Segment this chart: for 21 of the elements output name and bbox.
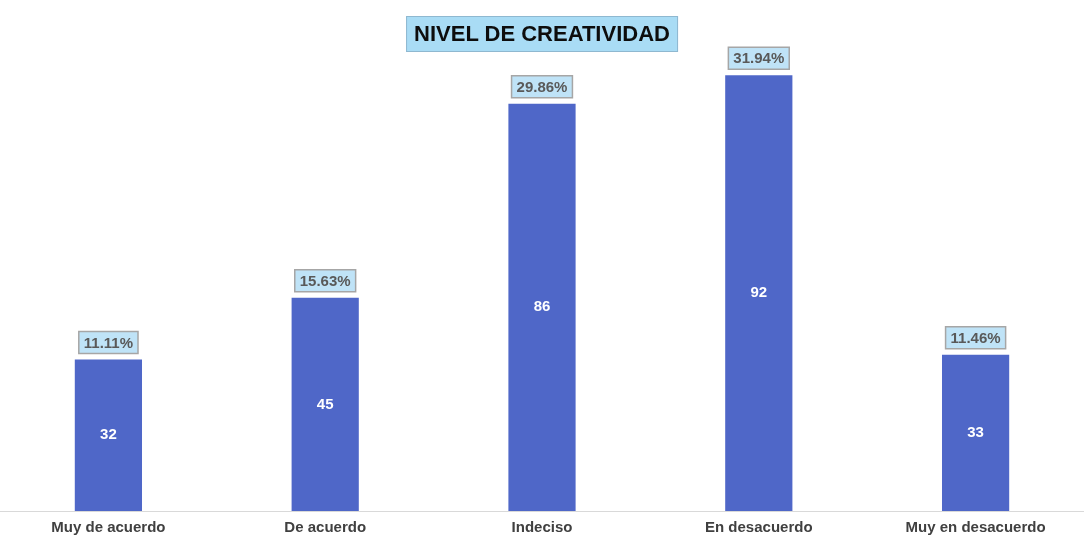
bar [291, 297, 359, 511]
annotation: 31.94% [733, 49, 785, 67]
x-tick-label: En desacuerdo [705, 518, 813, 536]
data-label: 45 [316, 394, 334, 412]
data-label: 92 [750, 283, 768, 301]
annotation: 11.11% [83, 333, 134, 351]
data-label: 33 [967, 422, 984, 440]
bar [74, 359, 142, 511]
x-tick-label: Indeciso [511, 518, 573, 536]
bar [942, 354, 1010, 511]
annotation: 29.86% [516, 77, 568, 95]
data-label: 32 [100, 425, 117, 443]
x-tick-label: Muy en desacuerdo [905, 518, 1046, 536]
bar [508, 103, 576, 511]
x-tick-label: De acuerdo [284, 518, 367, 536]
data-label: 86 [533, 297, 551, 315]
bar [725, 75, 793, 511]
annotation: 11.46% [950, 328, 1001, 346]
x-tick-label: Muy de acuerdo [51, 518, 166, 536]
chart-title: NIVEL DE CREATIVIDAD [406, 16, 678, 52]
annotation: 15.63% [299, 272, 351, 289]
